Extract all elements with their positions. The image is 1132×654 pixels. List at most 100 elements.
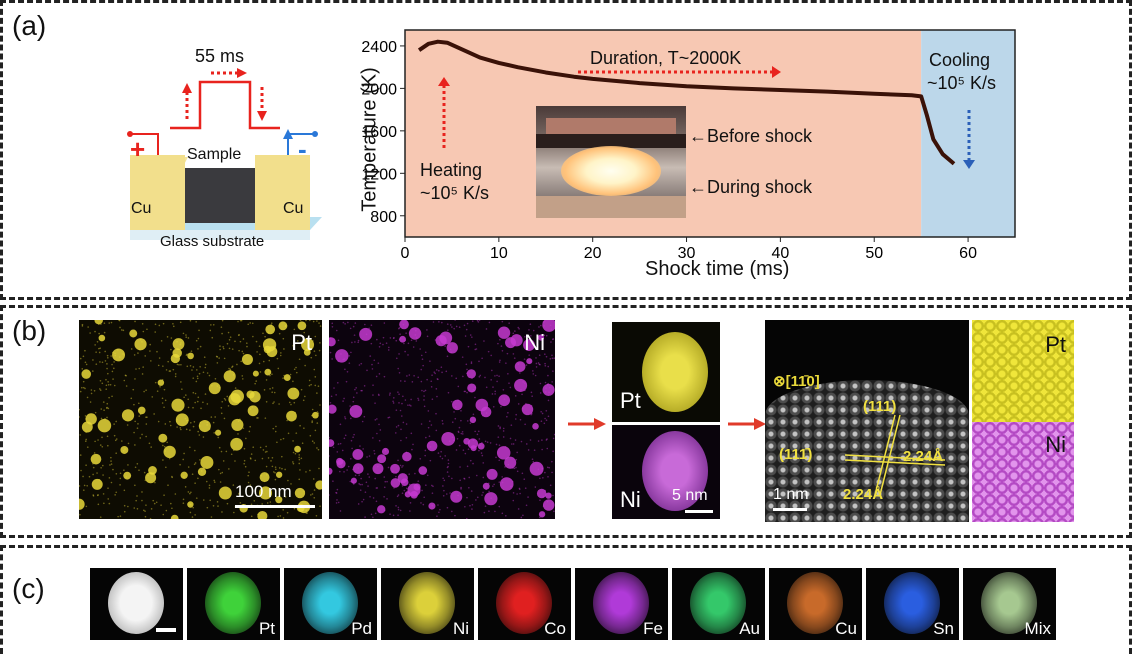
ni-particle — [496, 446, 511, 460]
strip-ni: Ni — [972, 422, 1074, 522]
pt-particle — [129, 329, 138, 338]
element-label: Pt — [258, 619, 275, 638]
pt-particle — [123, 471, 132, 480]
heating-arrow-head — [438, 77, 450, 86]
ni-particle — [352, 463, 364, 474]
element-map-tile: Mix — [963, 568, 1056, 640]
panel-a-frame — [0, 0, 1132, 300]
particle-map — [884, 572, 940, 634]
strip-ni-label: Ni — [1045, 432, 1066, 457]
element-label: Mix — [1024, 619, 1051, 638]
ni-particle — [542, 320, 555, 332]
element-label: Sn — [933, 619, 954, 638]
pt-particle — [170, 514, 179, 519]
y-tick-label: 800 — [370, 209, 397, 226]
ni-particle — [377, 505, 386, 514]
ni-particle — [329, 439, 335, 447]
y-tick-label: 1600 — [361, 124, 397, 141]
cu-left-label: Cu — [131, 200, 152, 217]
pt-particle — [262, 338, 277, 352]
ni-particle — [400, 478, 409, 486]
element-map-tile: Cu — [769, 568, 862, 640]
ni-particle — [466, 369, 476, 379]
ni-particle — [428, 502, 436, 510]
shock-photo-inset — [536, 106, 686, 218]
ni-particle — [482, 482, 490, 490]
circuit-schematic — [127, 68, 322, 240]
pt-particle — [145, 472, 157, 484]
element-map-tile: Sn — [866, 568, 959, 640]
before-shock-label: ←Before shock — [689, 126, 813, 146]
pt-particle — [172, 348, 182, 358]
pt-particle — [264, 368, 272, 376]
ni-particle — [359, 327, 373, 341]
pt-particle — [197, 467, 207, 476]
pt-particle — [172, 338, 185, 350]
ni-particle — [377, 454, 387, 464]
ni-particle — [381, 447, 390, 456]
ni-particle — [498, 394, 511, 407]
ni-particle — [532, 423, 539, 430]
pt-particle — [223, 370, 236, 383]
x-tick-label: 30 — [678, 245, 696, 262]
pt-particle — [241, 353, 253, 365]
pt-particle — [79, 498, 85, 510]
ni-particle — [335, 349, 349, 363]
scale-5-label: 5 nm — [672, 487, 708, 504]
strip-pt: Pt — [972, 320, 1074, 422]
ni-particle — [450, 490, 463, 503]
plus-sign: + — [130, 134, 146, 164]
plane-11m1-label: (111̄) — [779, 446, 813, 463]
duration-annotation: Duration, T~2000K — [590, 48, 742, 68]
sample-label: Sample — [187, 146, 242, 163]
heating-line2: ~10⁵ K/s — [420, 183, 490, 203]
cooling-line2: ~10⁵ K/s — [927, 73, 997, 93]
pt-particle — [94, 320, 103, 325]
ni-map: Ni — [329, 320, 555, 519]
ni-particle — [329, 467, 333, 475]
pt-particle — [81, 369, 92, 379]
pt-particle — [90, 453, 102, 465]
pt-particle — [294, 487, 306, 499]
pt-particle — [287, 387, 300, 400]
pt-particle — [312, 411, 319, 419]
ni-particle — [486, 468, 498, 480]
ni-particle — [469, 416, 477, 424]
ni-particle — [329, 404, 337, 414]
scale-bar-1 — [773, 508, 807, 511]
ni-particle — [349, 404, 363, 418]
panel-a-label: (a) — [12, 10, 47, 41]
duration-arrow-head — [772, 66, 781, 78]
pt-particle — [158, 433, 168, 443]
particle-map — [690, 572, 746, 634]
element-map-tile: Ni — [381, 568, 474, 640]
plane-111-label: (111) — [863, 398, 897, 415]
panel-c-label: (c) — [12, 573, 45, 604]
panel-b-frame — [0, 305, 1132, 538]
particle-map — [496, 572, 552, 634]
particle-pt-label: Pt — [620, 388, 641, 413]
pt-particle — [175, 413, 189, 427]
pt-particle — [121, 409, 135, 422]
pt-particle — [98, 334, 106, 342]
ni-particle — [504, 456, 517, 469]
element-map-tile: Au — [672, 568, 765, 640]
y-tick-label: 2400 — [361, 39, 397, 56]
pt-map-label: Pt — [291, 330, 312, 355]
pt-particle — [120, 445, 129, 454]
pt-particle — [137, 406, 146, 415]
element-label: Ni — [452, 619, 469, 638]
scale-1-label: 1 nm — [773, 486, 809, 503]
element-label: Pd — [351, 619, 372, 638]
ni-particle — [480, 406, 492, 418]
ni-particle — [526, 358, 533, 365]
scale-bar-5 — [685, 510, 713, 513]
y-tick-label: 1200 — [361, 166, 397, 183]
pt-particle — [265, 324, 276, 335]
pt-particle — [97, 418, 112, 433]
during-shock-label: ←During shock — [689, 177, 813, 197]
ni-particle — [413, 483, 421, 491]
particle-map — [108, 572, 164, 634]
pt-particle — [278, 321, 288, 331]
scale-bar — [156, 628, 176, 632]
